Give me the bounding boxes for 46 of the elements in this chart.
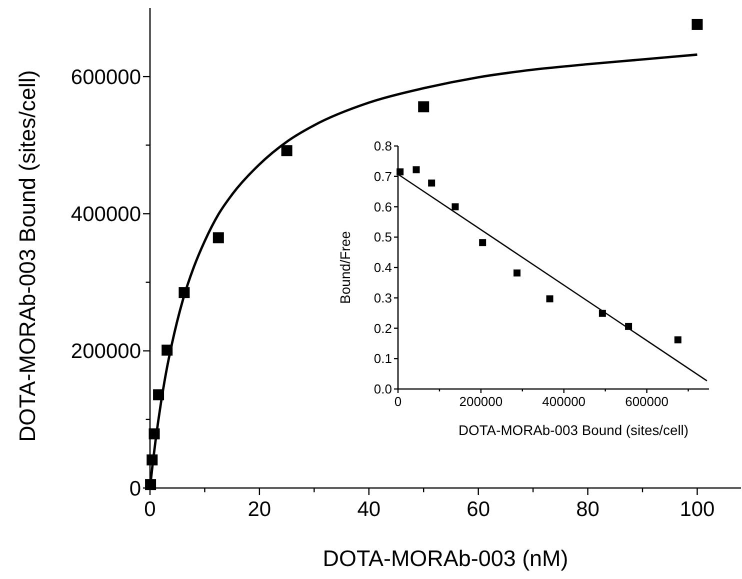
y-axis-title: Bound/Free: [337, 230, 353, 304]
point: [428, 180, 436, 187]
point: [148, 428, 160, 440]
point: [281, 145, 292, 156]
point: [692, 18, 703, 30]
y-tick-label: 0.3: [374, 290, 392, 306]
y-tick-label: 0: [129, 477, 141, 500]
y-tick-label: 600000: [70, 66, 141, 89]
x-tick-label: 100: [680, 498, 715, 521]
y-tick-label: 0.4: [374, 260, 392, 276]
y-tick-label: 0.1: [374, 351, 392, 366]
point: [625, 322, 632, 330]
y-tick-label: 0.6: [374, 199, 392, 214]
point: [452, 203, 459, 210]
point: [418, 101, 430, 112]
point: [162, 344, 173, 356]
x-tick-label: 600000: [625, 394, 668, 409]
x-tick-label: 200000: [459, 394, 503, 409]
point: [514, 269, 521, 276]
x-axis-title: DOTA-MORAb-003 Bound (sites/cell): [458, 422, 689, 438]
x-tick-label: 0: [144, 498, 156, 521]
point: [479, 239, 486, 246]
y-axis-title: DOTA-MORAb-003 Bound (sites/cell): [15, 70, 40, 442]
x-tick-label: 60: [466, 498, 490, 521]
y-tick-label: 400000: [70, 203, 141, 226]
point: [546, 295, 554, 302]
point: [153, 389, 164, 400]
y-tick-label: 200000: [70, 340, 141, 364]
y-tick-label: 0.0: [374, 382, 392, 397]
x-axis-title: DOTA-MORAb-003 (nM): [322, 546, 568, 571]
point: [674, 336, 682, 344]
y-tick-label: 0.5: [374, 230, 392, 245]
x-tick-label: 80: [576, 498, 600, 521]
point: [598, 310, 606, 317]
x-tick-label: 40: [357, 498, 381, 521]
x-tick-label: 0: [394, 394, 402, 409]
x-tick-label: 20: [248, 498, 272, 521]
point: [396, 168, 404, 176]
point: [212, 232, 224, 244]
point: [412, 166, 420, 174]
y-tick-label: 0.2: [374, 320, 392, 336]
y-tick-label: 0.8: [374, 138, 392, 154]
x-tick-label: 400000: [542, 394, 586, 409]
point: [146, 454, 158, 466]
y-tick-label: 0.7: [374, 168, 392, 184]
point: [178, 287, 190, 298]
